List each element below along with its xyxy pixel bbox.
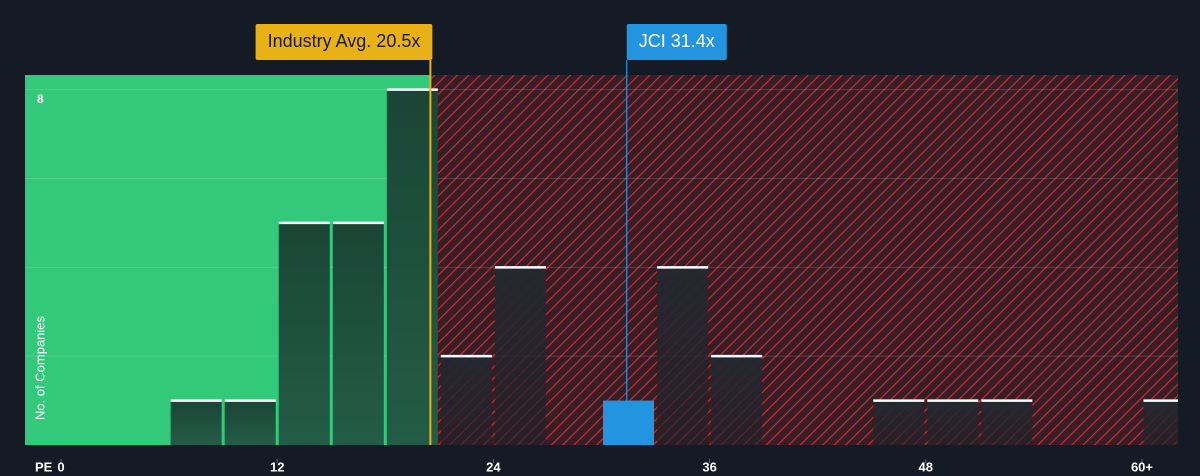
bar-body <box>440 356 492 445</box>
bar-body <box>657 267 709 445</box>
bar-body <box>224 400 276 445</box>
x-axis-label: PE <box>35 459 53 474</box>
bar <box>170 399 222 445</box>
x-tick-label: 12 <box>270 459 284 474</box>
x-tick-label: 24 <box>486 459 501 474</box>
bar-body <box>711 356 763 445</box>
bar <box>494 266 546 445</box>
annotation-box <box>626 24 727 60</box>
annotation-box <box>255 24 433 60</box>
bar-body <box>278 222 330 445</box>
y-tick-label: 8 <box>37 92 44 106</box>
bar <box>603 400 655 445</box>
bar-body <box>603 400 655 445</box>
bar-body <box>494 267 546 445</box>
bar <box>278 221 330 445</box>
x-tick-label: 48 <box>919 459 933 474</box>
annotation: Industry Avg. 20.5x <box>255 24 433 60</box>
annotation-label: JCI 31.4x <box>639 31 715 51</box>
bar-body <box>170 400 222 445</box>
bar-body <box>981 400 1033 445</box>
bar <box>711 354 763 445</box>
y-axis-label: No. of Companies <box>32 315 47 420</box>
bar <box>224 399 276 445</box>
bar <box>332 221 384 445</box>
bar-body <box>873 400 925 445</box>
bar <box>927 399 979 445</box>
bar <box>981 399 1033 445</box>
bar <box>657 266 709 445</box>
x-tick-label: 0 <box>57 459 64 474</box>
bar-body <box>927 400 979 445</box>
annotation-label: Industry Avg. 20.5x <box>268 31 421 51</box>
bar <box>1143 399 1178 445</box>
x-tick-label: 36 <box>702 459 716 474</box>
annotation: JCI 31.4x <box>626 24 727 60</box>
bar-body <box>332 222 384 445</box>
overvalued-region <box>430 75 1178 445</box>
bar-body <box>1143 400 1178 445</box>
bar <box>873 399 925 445</box>
x-tick-label: 60+ <box>1131 459 1153 474</box>
bar <box>440 354 492 445</box>
